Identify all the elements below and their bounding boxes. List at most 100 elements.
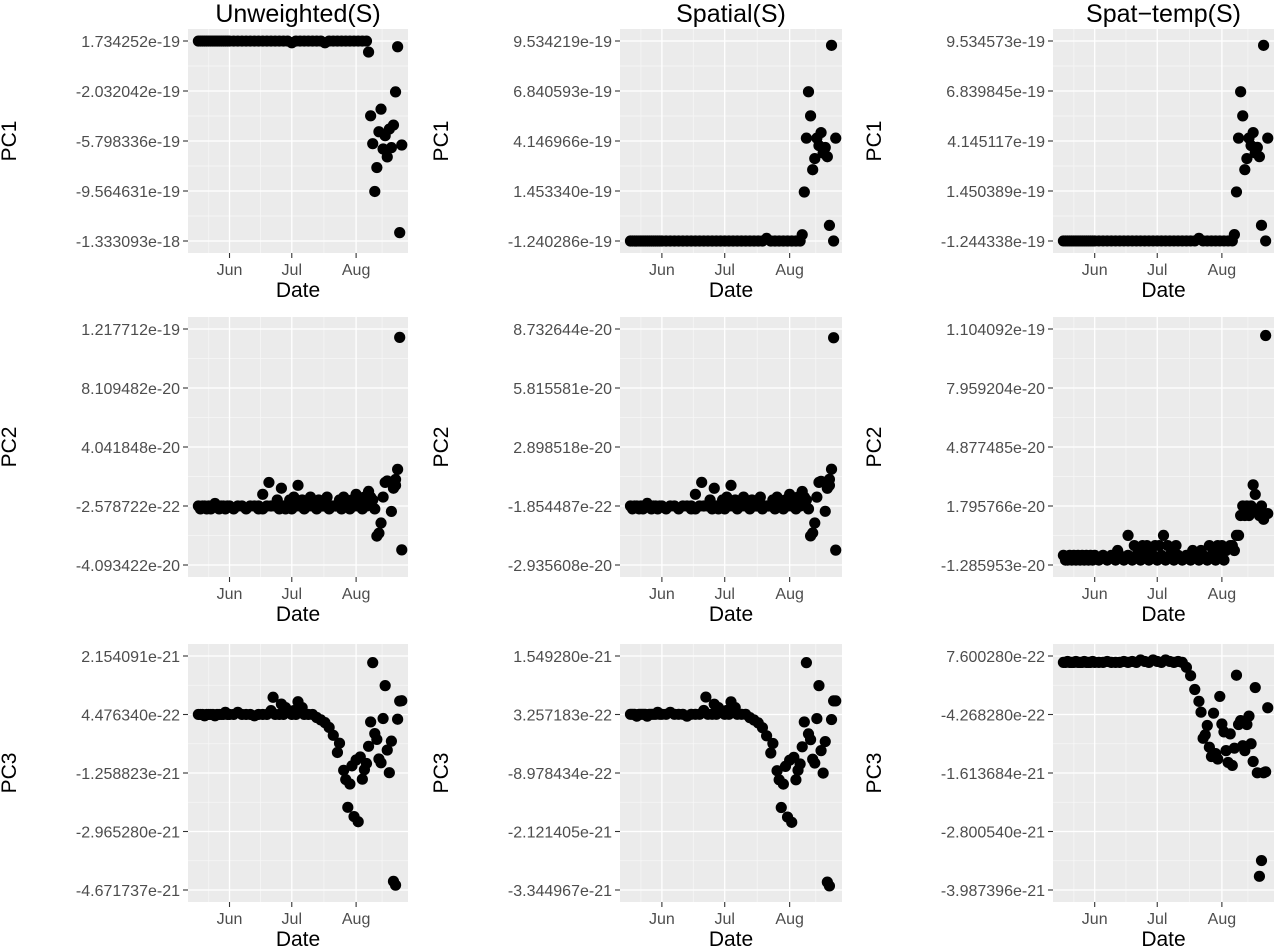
data-point	[1232, 529, 1245, 542]
data-point	[362, 740, 375, 752]
data-point	[700, 691, 712, 703]
data-point	[800, 657, 813, 669]
data-point	[761, 730, 773, 742]
y-tick-label: 1.450389e-19	[946, 184, 1045, 201]
y-tick-label: 1.734252e-19	[81, 34, 180, 51]
x-tick-label: Aug	[342, 586, 370, 603]
data-point	[1260, 329, 1272, 342]
data-point	[352, 816, 364, 828]
data-point	[1195, 706, 1207, 718]
data-point	[377, 712, 389, 725]
data-point	[771, 765, 783, 777]
data-point	[798, 186, 810, 198]
data-point	[811, 713, 823, 725]
y-tick-label: -1.258823e-21	[76, 766, 180, 783]
data-point	[394, 227, 406, 239]
data-point	[708, 482, 720, 494]
y-tick-label: -1.854487e-22	[508, 499, 612, 516]
data-point	[809, 517, 821, 529]
data-point	[1112, 544, 1124, 557]
data-point	[704, 494, 716, 506]
data-point	[338, 764, 350, 776]
data-point	[1237, 110, 1249, 122]
chart-panel-8: 1.549280e-21 3.257183e-22 -8.978434e-22 -2.…	[430, 644, 842, 948]
y-tick-label: 5.815581e-20	[513, 381, 612, 398]
data-point	[1122, 529, 1134, 542]
data-point	[830, 132, 842, 144]
y-tick-label: -3.344967e-21	[508, 883, 612, 900]
x-tick-label: Aug	[342, 262, 370, 279]
y-tick-label: -3.987396e-21	[941, 883, 1045, 900]
data-point	[830, 695, 842, 707]
data-point	[765, 747, 777, 759]
data-point	[775, 801, 787, 814]
y-tick-label: 1.217712e-19	[81, 322, 180, 339]
data-point	[802, 503, 815, 515]
data-point	[733, 500, 745, 512]
y-tick-label: -1.240286e-19	[508, 234, 612, 251]
x-tick-label: Aug	[1208, 911, 1236, 928]
data-point	[1262, 132, 1274, 144]
x-axis-label: Date	[1141, 928, 1185, 948]
data-point	[342, 801, 354, 813]
data-point	[830, 544, 842, 556]
data-point	[798, 716, 810, 728]
data-point	[811, 491, 823, 503]
data-point	[300, 500, 312, 512]
data-point	[794, 758, 806, 770]
data-point	[369, 503, 381, 515]
data-point	[796, 229, 808, 241]
chart-panel-1: 1.734252e-19 -2.032042e-19 -5.798336e-19 -9…	[0, 0, 408, 302]
data-point	[823, 219, 836, 231]
data-point	[392, 463, 404, 475]
y-tick-label: -2.800540e-21	[941, 825, 1045, 842]
data-point	[1226, 759, 1238, 772]
data-point	[381, 744, 393, 756]
data-point	[825, 463, 838, 475]
data-point	[252, 503, 265, 515]
data-point	[754, 491, 766, 503]
x-axis-label: Date	[709, 928, 753, 948]
y-tick-label: -8.978434e-22	[508, 766, 612, 783]
x-axis-label: Date	[276, 928, 320, 948]
data-point	[1224, 728, 1236, 740]
data-point	[823, 479, 836, 491]
x-axis-label: Date	[276, 603, 320, 626]
data-point	[802, 86, 815, 98]
y-tick-label: 6.839845e-19	[946, 84, 1045, 101]
data-point	[296, 701, 308, 714]
data-point	[1257, 39, 1270, 51]
data-point	[367, 657, 379, 669]
y-tick-label: 4.145117e-19	[947, 134, 1045, 151]
x-tick-label: Aug	[775, 262, 803, 279]
data-point	[377, 491, 389, 503]
y-axis-label: PC1	[863, 121, 886, 162]
x-tick-label: Jun	[217, 262, 243, 279]
data-point	[809, 152, 821, 165]
data-point	[356, 773, 368, 785]
y-tick-label: -2.032042e-19	[76, 84, 180, 101]
x-tick-label: Jul	[714, 911, 734, 928]
y-tick-label: -4.093422e-20	[76, 558, 180, 575]
data-point	[804, 734, 817, 746]
data-point	[271, 494, 283, 506]
x-tick-label: Jun	[649, 911, 675, 928]
x-tick-label: Jun	[217, 911, 243, 928]
data-point	[367, 138, 379, 150]
data-point	[1260, 235, 1272, 247]
data-point	[813, 680, 825, 692]
data-point	[1212, 753, 1224, 765]
data-point	[685, 503, 697, 515]
data-point	[1235, 86, 1247, 98]
data-point	[381, 151, 393, 163]
data-point	[725, 479, 737, 491]
data-point	[387, 119, 400, 131]
data-point	[817, 767, 829, 779]
data-point	[1260, 766, 1272, 778]
data-point	[1243, 509, 1255, 522]
data-point	[819, 505, 831, 517]
data-point	[750, 500, 762, 512]
data-point	[1228, 544, 1240, 557]
data-point	[1253, 151, 1266, 163]
y-tick-label: 2.154091e-21	[81, 649, 180, 666]
